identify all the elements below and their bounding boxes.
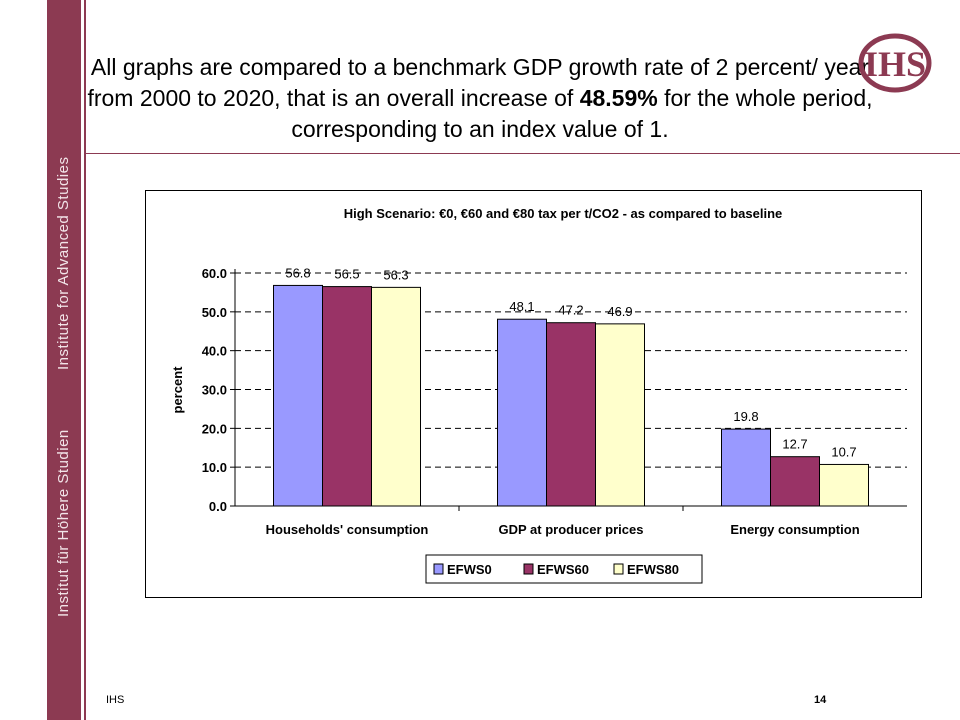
bar-efws80 <box>819 463 869 507</box>
ihs-logo: IHS <box>858 33 932 93</box>
page-number: 14 <box>814 694 827 706</box>
data-label: 46.9 <box>607 304 632 319</box>
page-title: All graphs are compared to a benchmark G… <box>70 52 890 145</box>
title-text-bold: 48.59% <box>579 85 658 111</box>
x-tick-label: Households' consumption <box>266 522 429 537</box>
y-tick-label: 30.0 <box>202 383 227 398</box>
legend-label: EFWS60 <box>537 562 589 577</box>
x-tick-label: Energy consumption <box>730 522 859 537</box>
bar-efws0 <box>721 428 771 507</box>
legend-box <box>425 554 703 584</box>
y-tick-label: 0.0 <box>209 499 227 514</box>
title-text-part1: All graphs are compared to a benchmark G… <box>87 54 870 111</box>
y-axis-label: percent <box>170 366 185 414</box>
sidebar-line <box>84 0 86 720</box>
y-tick-label: 50.0 <box>202 305 227 320</box>
data-label: 12.7 <box>782 437 807 452</box>
bar-efws0 <box>497 318 547 507</box>
bar-efws60 <box>770 456 820 507</box>
sidebar-band <box>47 0 81 720</box>
data-label: 56.3 <box>383 267 408 282</box>
bar-efws80 <box>371 286 421 507</box>
data-label: 10.7 <box>831 444 856 459</box>
legend-swatch-efws60 <box>523 563 534 575</box>
legend-swatch-efws80 <box>613 563 624 575</box>
y-tick-label: 20.0 <box>202 421 227 436</box>
bar-efws60 <box>546 322 596 507</box>
y-tick-label: 60.0 <box>202 266 227 281</box>
data-label: 56.5 <box>334 267 359 282</box>
data-label: 48.1 <box>509 299 534 314</box>
y-tick-label: 10.0 <box>202 460 227 475</box>
chart-title: High Scenario: €0, €60 and €80 tax per t… <box>344 206 783 221</box>
y-tick-label: 40.0 <box>202 344 227 359</box>
legend-label: EFWS0 <box>447 562 492 577</box>
footer-label: IHS <box>106 694 125 706</box>
bar-efws80 <box>595 323 645 507</box>
logo-text: IHS <box>864 44 926 84</box>
bar-efws0 <box>273 284 323 507</box>
data-label: 56.8 <box>285 265 310 280</box>
legend-swatch-efws0 <box>433 563 444 575</box>
data-label: 47.2 <box>558 303 583 318</box>
legend-label: EFWS80 <box>627 562 679 577</box>
title-text-part2: for the whole period, corresponding to a… <box>291 85 873 142</box>
data-label: 19.8 <box>733 409 758 424</box>
x-tick-label: GDP at producer prices <box>499 522 644 537</box>
header-divider <box>86 153 960 154</box>
sidebar-text-german: Institut für Höhere Studien <box>55 429 72 617</box>
bar-efws60 <box>322 286 372 507</box>
sidebar-text-english: Institute for Advanced Studies <box>55 156 72 370</box>
bar-chart: High Scenario: €0, €60 and €80 tax per t… <box>170 206 907 584</box>
